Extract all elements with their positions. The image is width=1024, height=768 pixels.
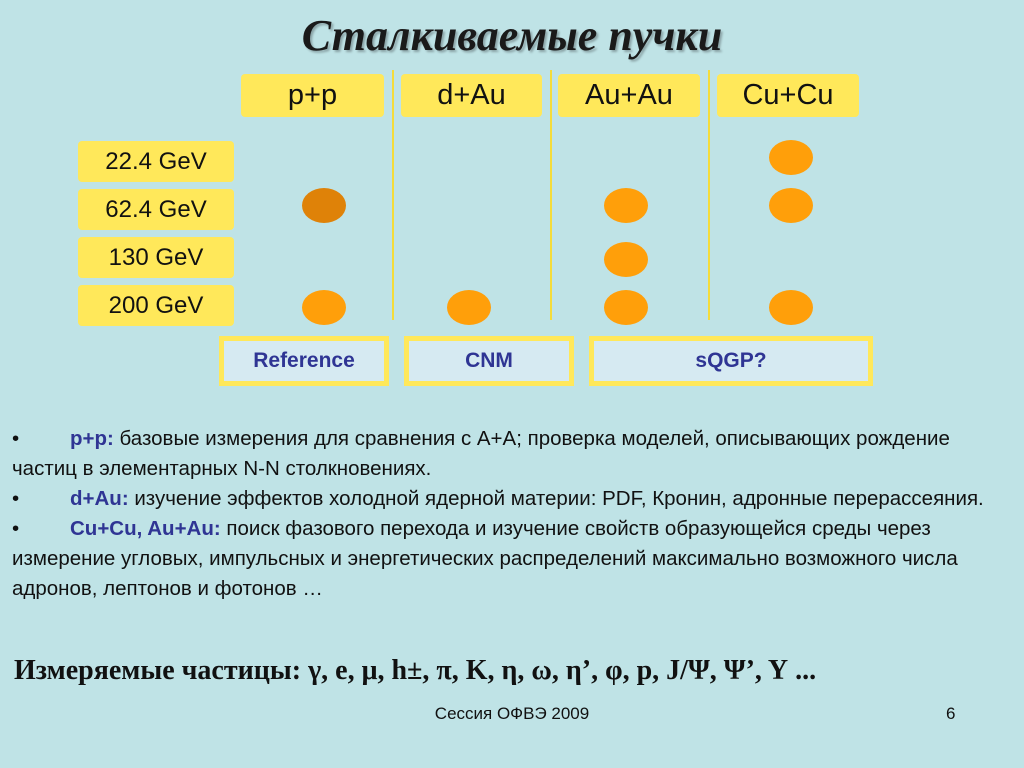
column-header-dau: d+Au bbox=[401, 74, 542, 117]
column-header-cucu: Cu+Cu bbox=[717, 74, 859, 117]
run-dot-cucu-200 bbox=[769, 290, 813, 325]
energy-label-200: 200 GeV bbox=[78, 285, 234, 326]
category-reference: Reference bbox=[219, 336, 389, 386]
bullet-text: поиск фазового перехода и изучение свойс… bbox=[12, 517, 958, 600]
category-cnm: CNM bbox=[404, 336, 574, 386]
run-dot-pp-62 bbox=[302, 188, 346, 223]
bullet-mark: • bbox=[12, 427, 20, 450]
energy-label-22: 22.4 GeV bbox=[78, 141, 234, 182]
bullet-item: • Cu+Cu, Au+Au: поиск фазового перехода и… bbox=[12, 514, 1012, 604]
run-dot-cucu-22 bbox=[769, 140, 813, 175]
run-dot-auau-130 bbox=[604, 242, 648, 277]
footer-text: Сессия ОФВЭ 2009 bbox=[434, 704, 590, 723]
column-header-pp: p+p bbox=[241, 74, 384, 117]
bullet-item: • d+Au: изучение эффектов холодной ядерно… bbox=[12, 484, 1012, 514]
measured-particles: Измеряемые частицы: γ, e, μ, h±, π, K, η… bbox=[14, 655, 817, 686]
run-dot-dau-200 bbox=[447, 290, 491, 325]
energy-label-130: 130 GeV bbox=[78, 237, 234, 278]
page-number: 6 bbox=[946, 704, 956, 723]
run-dot-auau-62 bbox=[604, 188, 648, 223]
column-divider bbox=[392, 70, 394, 320]
column-header-auau: Au+Au bbox=[558, 74, 700, 117]
energy-label-62: 62.4 GeV bbox=[78, 189, 234, 230]
bullet-label: Cu+Cu, Au+Au: bbox=[70, 517, 221, 540]
run-dot-pp-200 bbox=[302, 290, 346, 325]
run-dot-cucu-62 bbox=[769, 188, 813, 223]
bullet-item: • p+p: базовые измерения для сравнения с … bbox=[12, 424, 1012, 484]
bullet-list: • p+p: базовые измерения для сравнения с … bbox=[12, 424, 1012, 604]
column-divider bbox=[550, 70, 552, 320]
bullet-mark: • bbox=[12, 517, 20, 540]
slide-title: Сталкиваемые пучки bbox=[301, 11, 723, 60]
category-sqgp: sQGP? bbox=[589, 336, 873, 386]
bullet-label: p+p: bbox=[70, 427, 114, 450]
column-divider bbox=[708, 70, 710, 320]
bullet-label: d+Au: bbox=[70, 487, 129, 510]
run-dot-auau-200 bbox=[604, 290, 648, 325]
bullet-text: изучение эффектов холодной ядерной матер… bbox=[128, 487, 984, 510]
bullet-text: базовые измерения для сравнения с A+A; п… bbox=[12, 427, 950, 480]
bullet-mark: • bbox=[12, 487, 20, 510]
